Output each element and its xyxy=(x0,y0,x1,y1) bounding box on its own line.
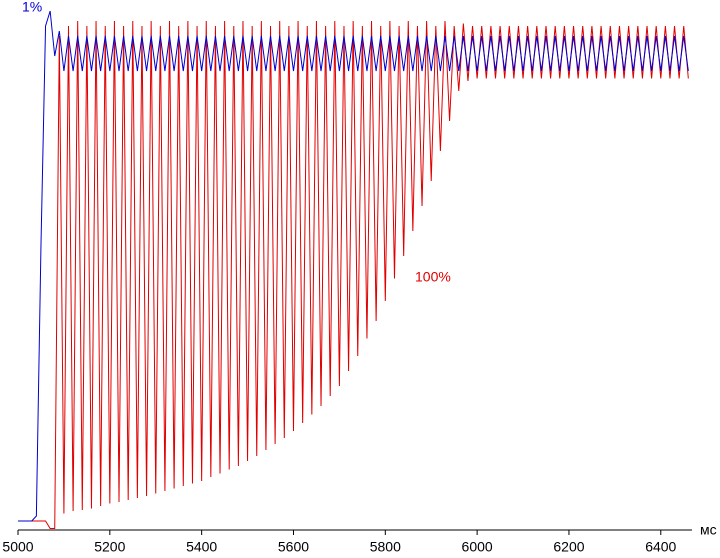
x-tick-label: 6000 xyxy=(462,539,493,555)
series-line xyxy=(18,10,689,522)
x-tick-label: 5200 xyxy=(94,539,125,555)
x-tick-label: 6400 xyxy=(645,539,676,555)
x-tick-label: 6200 xyxy=(553,539,584,555)
x-axis-label: мс xyxy=(700,522,717,538)
series-label: 100% xyxy=(415,269,451,285)
x-tick-label: 5800 xyxy=(370,539,401,555)
x-tick-label: 5000 xyxy=(2,539,33,555)
series-label: 1% xyxy=(22,0,42,15)
x-tick-label: 5600 xyxy=(278,539,309,555)
x-tick-label: 5400 xyxy=(186,539,217,555)
series-line xyxy=(18,20,689,529)
